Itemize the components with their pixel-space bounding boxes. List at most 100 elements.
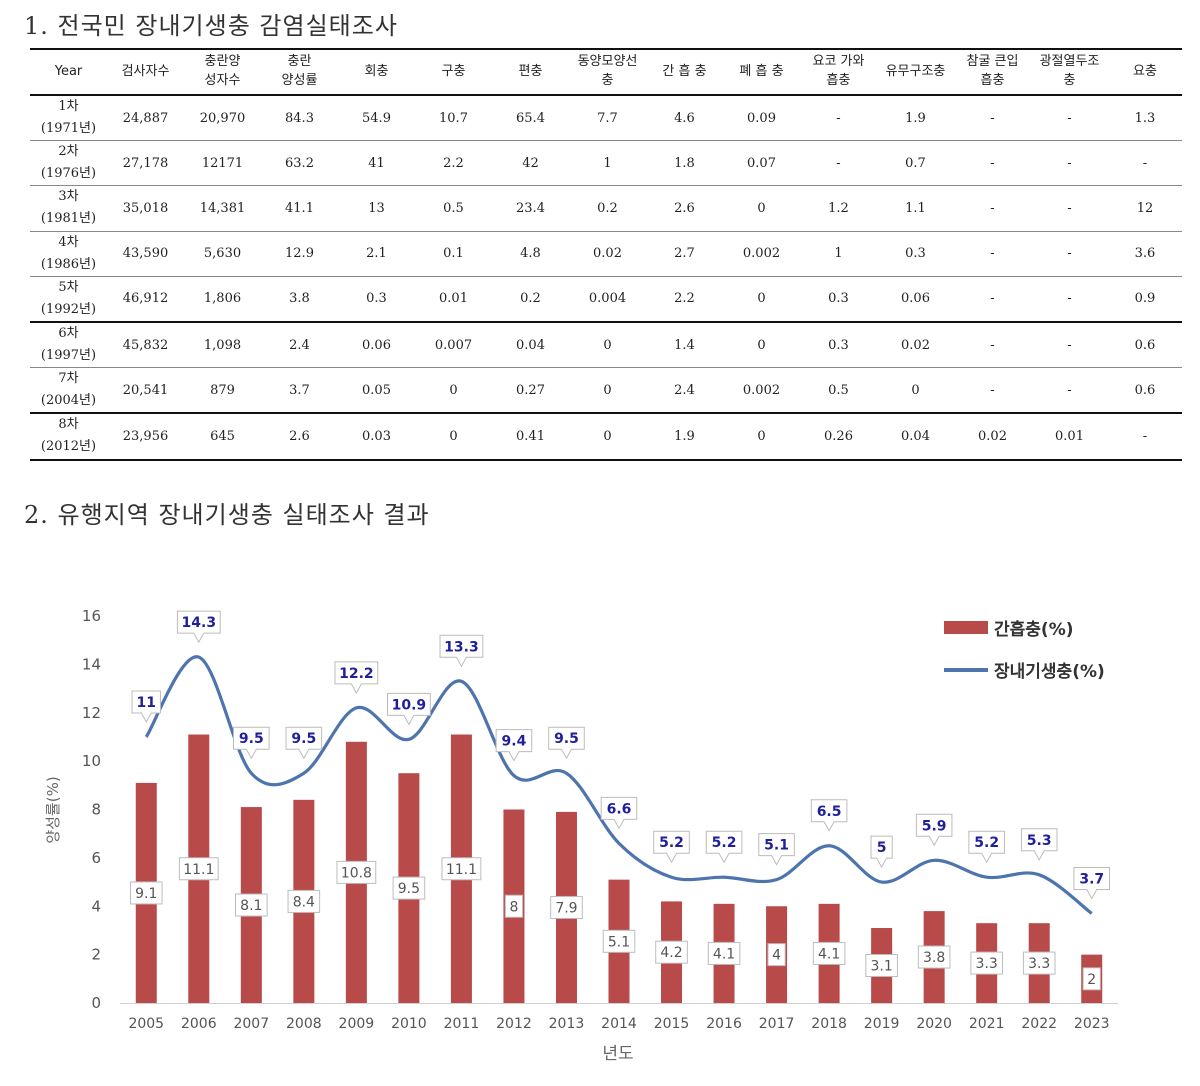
table-cell: 1.8 — [646, 140, 723, 187]
year-cell-line: 2차 — [58, 144, 79, 160]
table-cell: - — [800, 95, 877, 142]
x-axis: 2005 2006 2007 2008 2009 2010 2011 2012 2013 2014… — [128, 1016, 1109, 1032]
table-cell: 0.05 — [338, 367, 415, 415]
table-cell: 35,018 — [107, 185, 184, 232]
bar-value-label: 11.1 — [183, 862, 214, 878]
table-cell: - — [1031, 276, 1108, 323]
column-header: 검사자수 — [107, 48, 184, 96]
line-value-callout — [233, 726, 270, 760]
table-cell: 879 — [184, 367, 261, 415]
line-value-label: 3.7 — [1079, 872, 1104, 888]
table-cell: - — [1108, 140, 1182, 187]
section-1-title: 1. 전국민 장내기생충 감염실태조사 — [24, 12, 398, 40]
line-value-label: 9.5 — [239, 731, 264, 747]
x-tick-label: 2010 — [391, 1016, 427, 1032]
table-cell: 0.2 — [569, 185, 646, 232]
year-cell-line: (1971년) — [40, 121, 97, 137]
y-tick-label: 8 — [91, 801, 101, 819]
table-cell: 0.01 — [1031, 413, 1108, 461]
table-cell: 2.6 — [646, 185, 723, 232]
column-header: 광절열두조 충 — [1031, 48, 1108, 96]
line-value-label: 6.6 — [607, 801, 632, 817]
table-cell: 1.3 — [1108, 95, 1182, 142]
bar-value-box — [1022, 951, 1056, 975]
bar-value-box — [707, 941, 741, 965]
column-header-line: 검사자수 — [121, 63, 170, 79]
line-value-callout — [131, 690, 161, 723]
table-cell: 0.6 — [1108, 367, 1182, 415]
line-value-callout — [1073, 867, 1111, 900]
year-cell-line: 5차 — [58, 279, 79, 295]
line-value-callout — [758, 833, 795, 866]
x-tick-label: 2021 — [969, 1016, 1005, 1032]
table-cell: 0.7 — [877, 140, 954, 187]
bar-value-label: 4.1 — [713, 946, 735, 962]
table-row: 1차 (1971년) 24,887 20,970 84.3 54.9 10.7 65.4 7.7… — [30, 95, 1182, 142]
bar-value-box — [336, 860, 377, 884]
table-cell: 0 — [569, 367, 646, 415]
bar-value-box — [602, 929, 636, 953]
bar-value-label: 9.1 — [135, 886, 157, 902]
line-value-label: 6.5 — [817, 804, 842, 820]
x-tick-label: 2015 — [654, 1016, 690, 1032]
table-cell: 0.03 — [338, 413, 415, 461]
table-cell: 0 — [569, 321, 646, 369]
year-cell-line: (1986년) — [40, 256, 97, 272]
bar-value-box — [655, 940, 688, 964]
bar-value-box — [865, 954, 898, 978]
x-tick-label: 2007 — [233, 1016, 269, 1032]
table-cell: 0 — [415, 367, 492, 415]
bar-value-label: 5.1 — [608, 934, 630, 950]
section-2-title: 2. 유행지역 장내기생충 실태조사 결과 — [24, 501, 430, 529]
table-cell: 41 — [338, 140, 415, 187]
y-axis: 0 2 4 6 8 10 12 14 16 — [82, 607, 1118, 1012]
table-cell: 3.7 — [261, 367, 338, 415]
bar-value-box — [970, 951, 1003, 975]
table-cell: - — [954, 321, 1031, 369]
line-value-label: 5 — [877, 840, 887, 856]
column-header: 요코 가와 흡충 — [800, 48, 877, 96]
bar-value-box — [812, 941, 846, 965]
table-cell: 0 — [569, 413, 646, 461]
x-tick-label: 2009 — [339, 1016, 375, 1032]
table-cell: 54.9 — [338, 95, 415, 142]
table-cell: - — [954, 140, 1031, 187]
table-cell: 2.2 — [646, 276, 723, 323]
line-value-callout — [548, 726, 585, 760]
table-cell: 27,178 — [107, 140, 184, 187]
table-cell: - — [800, 140, 877, 187]
year-cell: 7차 (2004년) — [30, 367, 107, 415]
x-tick-label: 2006 — [181, 1016, 217, 1032]
x-tick-label: 2012 — [496, 1016, 532, 1032]
column-header: 회충 — [338, 48, 415, 96]
y-tick-label: 2 — [91, 946, 101, 964]
table-cell: - — [1031, 231, 1108, 277]
line-value-callout — [705, 830, 743, 864]
line-value-callout — [915, 813, 953, 847]
table-cell: 63.2 — [261, 140, 338, 187]
table-cell: 645 — [184, 413, 261, 461]
y-tick-label: 6 — [91, 849, 101, 867]
table-cell: 0.01 — [415, 276, 492, 323]
bar-value-label: 4.1 — [818, 946, 840, 962]
y-tick-label: 14 — [82, 655, 101, 673]
table-cell: 0 — [723, 321, 800, 369]
column-header: 유무구조충 — [877, 48, 954, 96]
bar-value-box — [178, 857, 219, 881]
table-cell: 0.02 — [954, 413, 1031, 461]
column-header-line: 구충 — [441, 63, 466, 79]
line-value-label: 5.1 — [764, 838, 789, 854]
y-tick-label: 0 — [91, 994, 101, 1012]
bar-value-label: 11.1 — [446, 862, 477, 878]
x-tick-label: 2017 — [759, 1016, 795, 1032]
table-cell: 3.6 — [1108, 231, 1182, 277]
line-value-label: 9.5 — [554, 731, 579, 747]
table-cell: 0.02 — [569, 231, 646, 277]
chart-legend: 간흡충(%) 장내기생충(%) — [944, 619, 1105, 682]
table-cell: 0 — [723, 276, 800, 323]
bar-value-label: 4.2 — [660, 945, 682, 961]
table-cell: 0 — [877, 367, 954, 415]
x-tick-label: 2005 — [128, 1016, 164, 1032]
x-tick-label: 2016 — [706, 1016, 742, 1032]
